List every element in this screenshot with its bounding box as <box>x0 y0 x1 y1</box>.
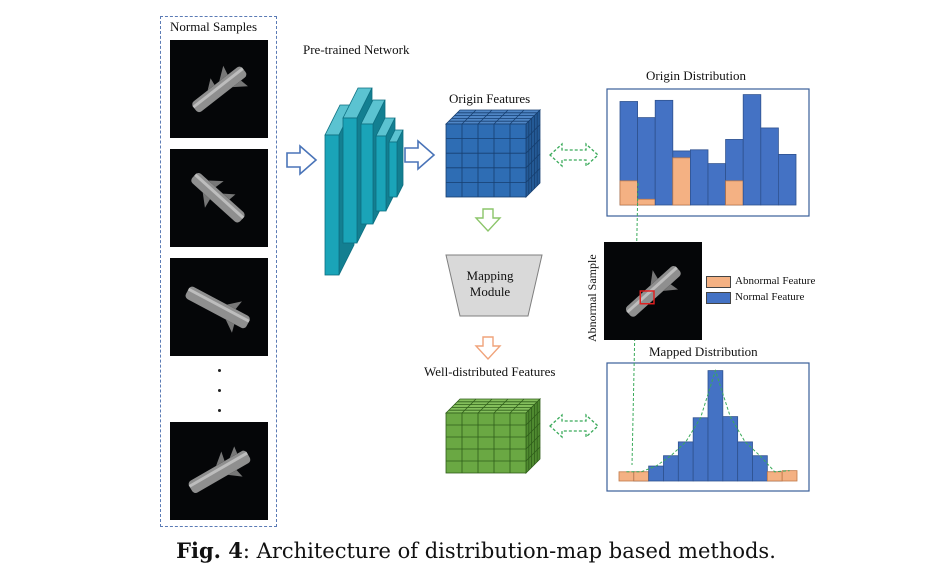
arrow-samples-to-network <box>286 144 318 176</box>
well-distributed-features-cube <box>445 398 541 474</box>
origin-cube-top-line-4 <box>509 109 525 125</box>
origin-abnormal-bar-2 <box>637 198 656 206</box>
mapped-normal-bar-10 <box>752 455 768 482</box>
figure-number: Fig. 4 <box>176 538 243 563</box>
normal-samples-title: Normal Samples <box>170 19 258 34</box>
origin-abnormal-bar-1 <box>619 180 639 206</box>
legend-normal-swatch <box>706 292 731 304</box>
ellipsis-dot-3 <box>218 409 221 412</box>
origin-normal-bar-8 <box>742 94 762 206</box>
legend-abnormal-text: Abnormal Feature <box>735 275 816 287</box>
origin-cube-top-line-1 <box>461 109 477 125</box>
origin-cube-side-line-4 <box>525 168 541 183</box>
well-cube-top-line-1 <box>461 398 477 414</box>
normal-sample-image-3 <box>170 258 268 356</box>
ellipsis-dot-2 <box>218 389 221 392</box>
mapping-module-line2: Module <box>469 284 511 299</box>
origin-normal-bar-2 <box>637 117 656 206</box>
mapped-normal-bar-5 <box>677 441 694 482</box>
origin-distribution-bars <box>619 94 797 206</box>
well-cube-top-line-4 <box>509 398 525 414</box>
origin-normal-bar-3 <box>654 99 674 206</box>
mapped-distribution-title: Mapped Distribution <box>649 344 758 359</box>
origin-distribution-title: Origin Distribution <box>646 68 747 83</box>
well-features-label: Well-distributed Features <box>424 364 556 379</box>
origin-abnormal-bar-7 <box>725 180 744 206</box>
mapping-module-label: Mapping Module <box>448 268 532 300</box>
well-cube-front <box>445 412 527 474</box>
network-block-side-5 <box>396 129 404 198</box>
mapping-module-trapezoid <box>445 254 543 317</box>
mapping-module-line1: Mapping <box>466 268 514 283</box>
origin-cube-front <box>445 123 527 198</box>
origin-cube-side <box>525 109 541 198</box>
origin-normal-bar-6 <box>707 163 727 206</box>
arrow-features-to-mapping <box>474 208 502 233</box>
well-cube-side-line-2 <box>525 422 541 438</box>
network-block-5 <box>388 141 398 198</box>
well-cube-side-line-3 <box>525 434 541 450</box>
mapped-abnormal-bar-1 <box>618 471 635 482</box>
well-cube-side-line-1 <box>525 410 541 426</box>
mapped-distribution-bars <box>618 370 798 482</box>
mapped-curve-line <box>626 368 790 473</box>
origin-normal-bar-9 <box>760 127 779 206</box>
mapped-abnormal-bar-11 <box>766 471 783 482</box>
figure-caption: Fig. 4: Architecture of distribution-map… <box>0 538 952 563</box>
normal-samples-panel: Normal Samples <box>160 16 277 527</box>
double-arrow-mapped <box>549 413 599 439</box>
well-cube-side-line-4 <box>525 446 541 462</box>
well-cube-top <box>445 398 541 414</box>
pretrained-network-icon <box>324 87 404 276</box>
well-cube-top-line-3 <box>493 398 509 414</box>
mapped-normal-bar-9 <box>737 441 753 482</box>
well-cube-top-line-2 <box>477 398 493 414</box>
double-arrow-origin <box>549 142 599 168</box>
mapped-abnormal-bar-2 <box>633 471 650 482</box>
origin-normal-bar-5 <box>690 149 709 206</box>
network-block-2 <box>342 117 358 244</box>
origin-cube-top-line-2 <box>477 109 493 125</box>
normal-sample-image-4 <box>170 422 268 520</box>
origin-features-cube <box>445 109 541 198</box>
anomaly-highlight-box <box>639 290 655 305</box>
abnormal-sample-label: Abnormal Sample <box>585 254 599 342</box>
origin-cube-side-line-3 <box>525 153 541 169</box>
network-block-4 <box>375 135 387 212</box>
figure-caption-text: : Architecture of distribution-map based… <box>242 539 776 563</box>
origin-features-label: Origin Features <box>449 91 531 106</box>
origin-normal-bar-10 <box>778 153 797 206</box>
legend-normal-text: Normal Feature <box>735 291 805 303</box>
mapped-normal-bar-7 <box>707 370 724 482</box>
network-block-3 <box>360 123 374 225</box>
ellipsis-dot-1 <box>218 369 221 372</box>
origin-cube-side-line-2 <box>525 138 541 154</box>
mapped-distribution-curve <box>626 368 790 473</box>
network-block-1 <box>324 134 340 276</box>
normal-sample-image-2 <box>170 149 268 247</box>
mapped-normal-bar-6 <box>692 417 709 482</box>
abnormal-sample-image <box>604 242 702 340</box>
network-label: Pre-trained Network <box>303 42 410 57</box>
mapped-abnormal-bar-12 <box>781 470 798 482</box>
arrow-network-to-features <box>404 139 436 171</box>
origin-cube-top-line-3 <box>493 109 509 125</box>
arrow-mapping-to-well <box>474 336 502 361</box>
origin-cube-top <box>445 109 541 125</box>
origin-cube-side-line-1 <box>525 124 541 139</box>
legend-abnormal-swatch <box>706 276 731 288</box>
normal-sample-image-1 <box>170 40 268 138</box>
origin-abnormal-bar-4 <box>672 157 691 206</box>
